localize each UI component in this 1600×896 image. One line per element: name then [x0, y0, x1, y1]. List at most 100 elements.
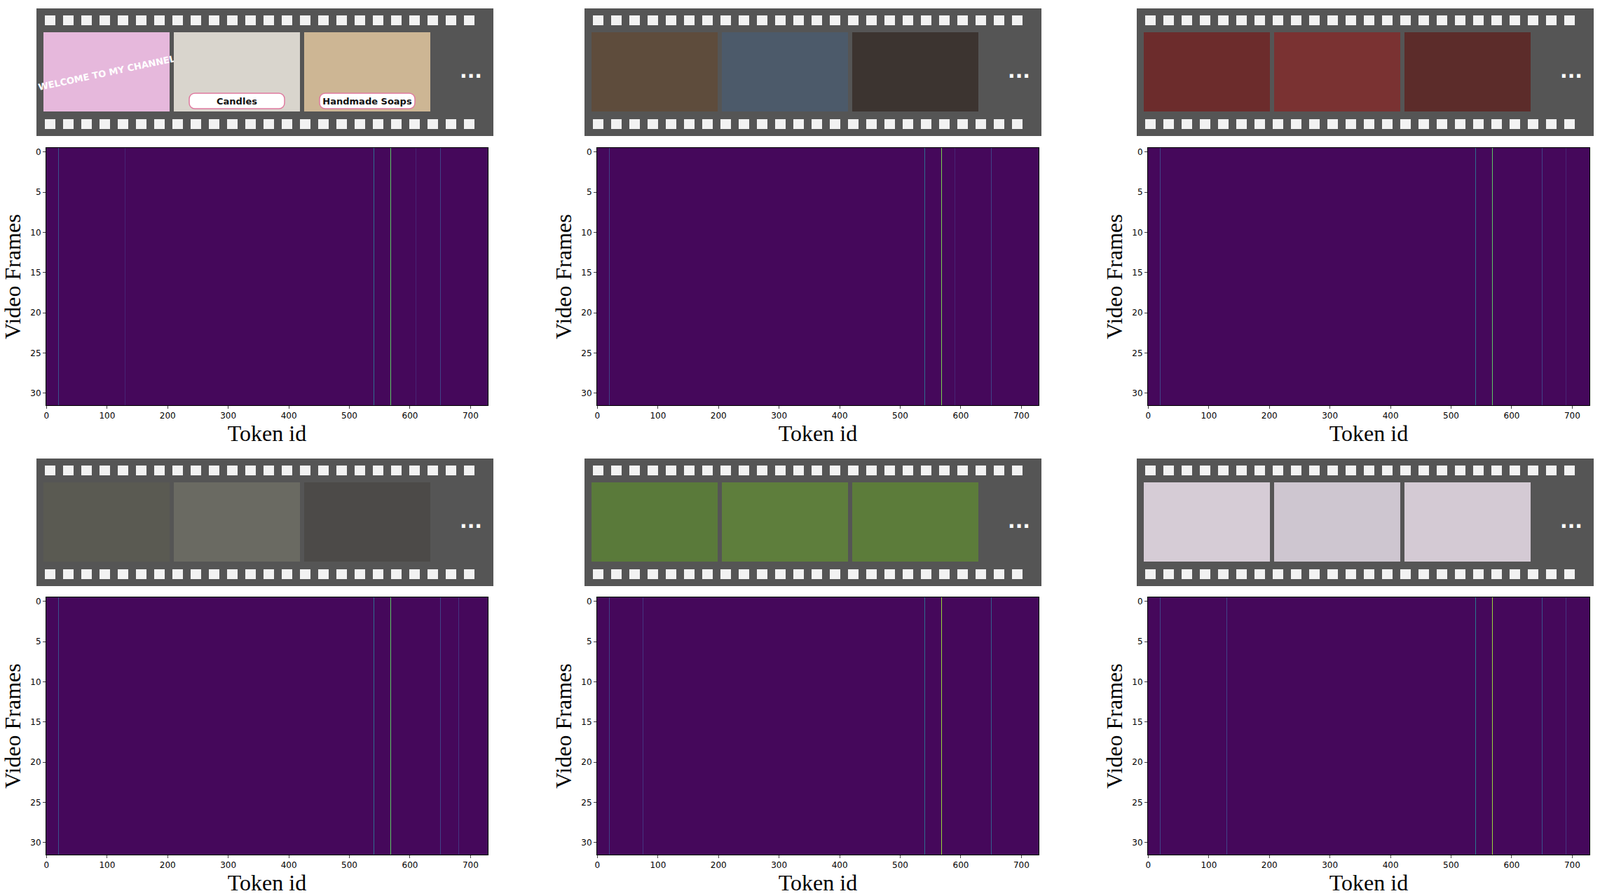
svg-text:100: 100	[98, 859, 115, 870]
svg-text:10: 10	[1131, 677, 1143, 687]
svg-text:100: 100	[649, 410, 666, 421]
svg-text:30: 30	[580, 837, 592, 848]
svg-text:15: 15	[1131, 716, 1143, 727]
svg-text:100: 100	[1200, 859, 1217, 870]
svg-text:...: ...	[459, 509, 483, 533]
svg-text:...: ...	[1560, 59, 1583, 83]
svg-text:Video Frames: Video Frames	[0, 213, 26, 339]
svg-text:Token id: Token id	[778, 869, 858, 895]
svg-text:5: 5	[1137, 636, 1144, 647]
svg-text:300: 300	[1321, 410, 1338, 421]
svg-text:15: 15	[30, 267, 41, 278]
svg-text:15: 15	[30, 716, 41, 727]
svg-text:10: 10	[580, 227, 592, 238]
svg-text:Video Frames: Video Frames	[1101, 213, 1127, 339]
svg-text:400: 400	[831, 859, 849, 870]
svg-text:400: 400	[281, 410, 298, 421]
svg-text:0: 0	[35, 596, 42, 607]
svg-text:25: 25	[30, 348, 41, 359]
svg-text:0: 0	[586, 147, 593, 157]
svg-text:5: 5	[35, 187, 42, 197]
svg-text:700: 700	[1013, 410, 1030, 421]
svg-text:10: 10	[1131, 227, 1143, 238]
svg-text:600: 600	[401, 410, 418, 421]
svg-text:400: 400	[831, 410, 849, 421]
svg-text:0: 0	[595, 859, 601, 870]
svg-text:500: 500	[892, 859, 909, 870]
svg-text:5: 5	[35, 636, 42, 647]
svg-text:0: 0	[35, 147, 42, 157]
svg-text:700: 700	[1564, 410, 1581, 421]
svg-text:600: 600	[952, 859, 969, 870]
svg-text:...: ...	[459, 59, 483, 83]
svg-text:300: 300	[1321, 859, 1338, 870]
svg-text:500: 500	[1443, 410, 1460, 421]
svg-text:Token id: Token id	[778, 420, 858, 446]
svg-text:Token id: Token id	[1329, 420, 1408, 446]
svg-text:600: 600	[1503, 859, 1520, 870]
svg-text:0: 0	[1145, 859, 1152, 870]
svg-text:200: 200	[710, 859, 727, 870]
svg-text:30: 30	[1131, 388, 1143, 399]
svg-text:0: 0	[1137, 147, 1144, 157]
svg-text:10: 10	[580, 677, 592, 687]
svg-text:200: 200	[1261, 410, 1278, 421]
svg-text:25: 25	[30, 797, 41, 808]
svg-text:0: 0	[595, 410, 601, 421]
svg-text:0: 0	[586, 596, 593, 607]
svg-text:200: 200	[159, 859, 176, 870]
svg-text:25: 25	[1131, 348, 1143, 359]
svg-text:20: 20	[580, 756, 592, 767]
svg-text:0: 0	[1137, 596, 1144, 607]
svg-text:Token id: Token id	[1329, 869, 1408, 895]
svg-text:5: 5	[1137, 187, 1144, 197]
svg-text:Candles: Candles	[216, 96, 258, 107]
svg-text:Token id: Token id	[227, 869, 307, 895]
svg-text:10: 10	[30, 227, 41, 238]
svg-text:...: ...	[1560, 509, 1583, 533]
svg-text:400: 400	[1382, 859, 1399, 870]
svg-text:20: 20	[30, 756, 41, 767]
svg-text:700: 700	[1013, 859, 1030, 870]
svg-text:200: 200	[1261, 859, 1278, 870]
svg-text:Video Frames: Video Frames	[550, 213, 577, 339]
svg-text:500: 500	[1443, 859, 1460, 870]
svg-text:300: 300	[770, 859, 788, 870]
svg-text:400: 400	[281, 859, 298, 870]
svg-text:500: 500	[892, 410, 909, 421]
svg-text:300: 300	[220, 410, 237, 421]
svg-text:20: 20	[30, 307, 41, 318]
svg-text:600: 600	[952, 410, 969, 421]
svg-text:25: 25	[580, 348, 592, 359]
svg-text:15: 15	[580, 267, 592, 278]
svg-text:100: 100	[98, 410, 115, 421]
svg-text:100: 100	[649, 859, 666, 870]
svg-text:30: 30	[580, 388, 592, 399]
svg-text:WELCOME TO MY CHANNEL: WELCOME TO MY CHANNEL	[37, 53, 176, 93]
svg-text:0: 0	[1145, 410, 1152, 421]
svg-text:...: ...	[1007, 509, 1031, 533]
svg-text:700: 700	[462, 410, 479, 421]
svg-text:100: 100	[1200, 410, 1217, 421]
svg-text:Video Frames: Video Frames	[0, 662, 26, 788]
svg-text:600: 600	[1503, 410, 1520, 421]
svg-text:30: 30	[1131, 837, 1143, 848]
svg-text:400: 400	[1382, 410, 1399, 421]
svg-text:10: 10	[30, 677, 41, 687]
svg-text:20: 20	[1131, 756, 1143, 767]
svg-text:300: 300	[220, 859, 237, 870]
svg-text:Handmade Soaps: Handmade Soaps	[322, 96, 413, 107]
svg-text:0: 0	[44, 410, 50, 421]
svg-text:200: 200	[159, 410, 176, 421]
svg-text:15: 15	[580, 716, 592, 727]
svg-text:15: 15	[1131, 267, 1143, 278]
svg-text:...: ...	[1007, 59, 1031, 83]
svg-text:Video Frames: Video Frames	[1101, 662, 1127, 788]
svg-text:30: 30	[30, 837, 41, 848]
svg-text:20: 20	[1131, 307, 1143, 318]
svg-text:5: 5	[586, 187, 593, 197]
svg-text:600: 600	[401, 859, 418, 870]
svg-text:Video Frames: Video Frames	[550, 662, 577, 788]
svg-text:500: 500	[341, 410, 358, 421]
svg-text:0: 0	[44, 859, 50, 870]
